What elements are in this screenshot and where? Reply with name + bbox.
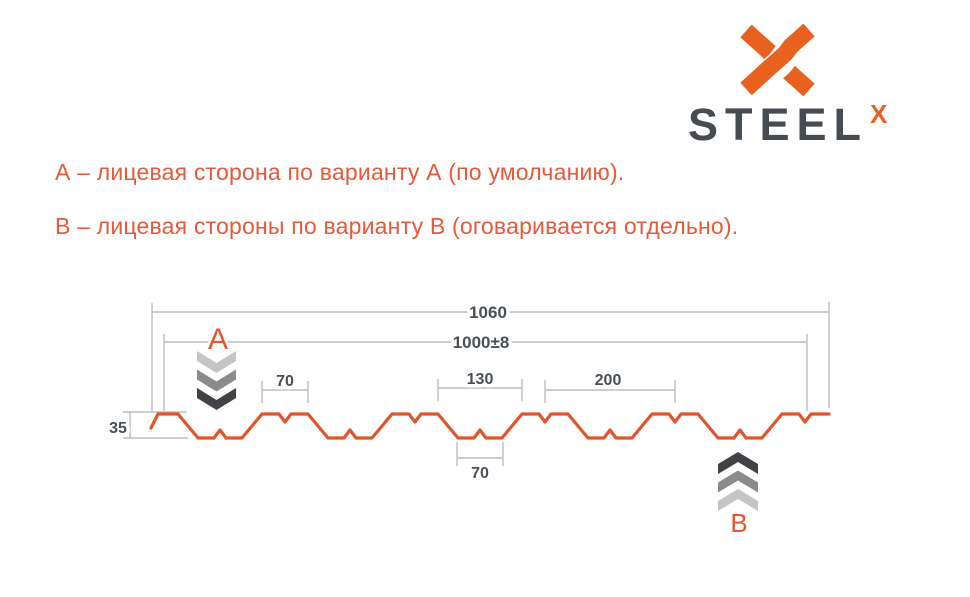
- x-ribbons: [740, 23, 815, 97]
- chevron-down-icon: [197, 351, 236, 373]
- dimension-valley-130: 130: [437, 368, 523, 401]
- dim-label-valley-width: 130: [467, 371, 494, 388]
- ribbon-top-left: [740, 24, 781, 64]
- dimension-overall-1060: 1060: [151, 300, 830, 411]
- chevron-up-icon: [718, 489, 758, 511]
- side-a-letter: A: [208, 323, 228, 356]
- side-b-marker: B: [718, 452, 758, 541]
- brand-wordmark: STEELX: [688, 99, 888, 150]
- dimension-pitch-200: 200: [544, 369, 676, 403]
- ribbon-diagonal: [740, 23, 815, 96]
- side-b-letter: B: [730, 508, 747, 538]
- chevron-up-icon: [718, 452, 758, 474]
- side-a-marker: A: [197, 321, 236, 410]
- dim-label-coverage-width: 1000±8: [453, 333, 510, 352]
- chevron-down-icon: [197, 369, 236, 392]
- brand-wordmark-text: STEEL: [688, 99, 869, 150]
- legend-line-variant-b: В – лицевая стороны по варианту В (огова…: [55, 213, 739, 239]
- profile-outline: [149, 412, 831, 440]
- dim-label-overall-width: 1060: [469, 303, 507, 322]
- dim-label-bottom-flange: 70: [471, 465, 489, 482]
- legend-line-variant-a: А – лицевая сторона по варианту А (по ум…: [55, 159, 625, 185]
- dimension-rib-top-70: 70: [261, 370, 309, 403]
- dimension-bottom-flange-70: 70: [456, 442, 504, 486]
- chevron-down-icon: [197, 388, 236, 410]
- dimension-height-35: 35: [106, 411, 188, 441]
- brand-superscript-x: X: [870, 99, 888, 129]
- dim-label-pitch: 200: [595, 372, 622, 389]
- dim-label-rib-top: 70: [276, 373, 294, 390]
- steelx-x-logo-icon: [740, 23, 815, 97]
- dim-label-height: 35: [109, 420, 127, 437]
- dimension-coverage-1000: 1000±8: [163, 330, 808, 411]
- chevron-up-icon: [718, 470, 758, 493]
